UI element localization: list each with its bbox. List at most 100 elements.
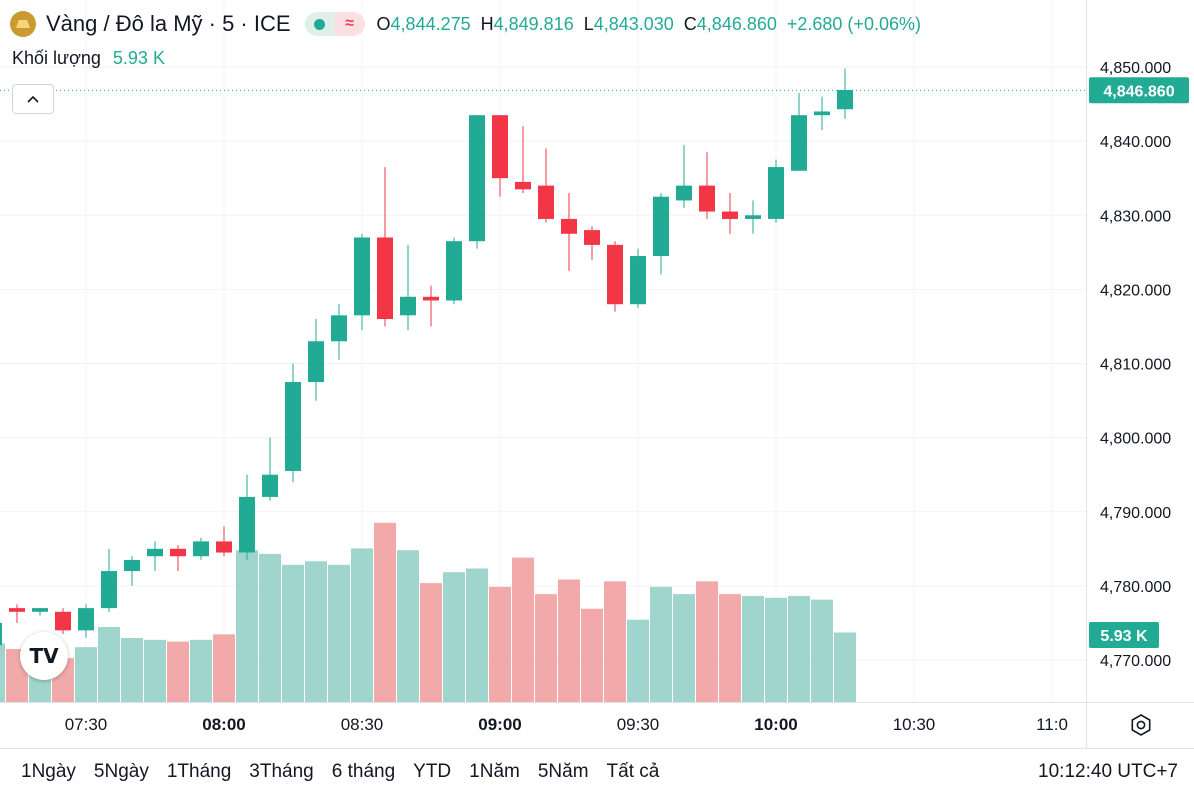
volume-bar <box>788 595 810 702</box>
candle-body <box>791 115 807 171</box>
volume-bar <box>167 641 189 702</box>
price-tick-label: 4,840.000 <box>1100 134 1171 151</box>
chart-grid <box>0 0 1194 748</box>
clock-timezone[interactable]: 10:12:40 UTC+7 <box>1038 761 1178 782</box>
gold-bar-icon[interactable] <box>10 11 36 37</box>
low-label: L <box>583 13 594 34</box>
price-tick-label: 4,820.000 <box>1100 282 1171 299</box>
volume-bar <box>259 553 281 702</box>
price-tick-label: 4,810.000 <box>1100 357 1171 374</box>
volume-legend: Khối lượng 5.93 K <box>12 48 165 69</box>
volume-bar <box>719 594 741 702</box>
volume-bar <box>213 634 235 702</box>
axis-badges: 4,846.860 5.93 K <box>1089 77 1189 648</box>
candle-body <box>147 548 163 557</box>
candle-body <box>630 256 646 305</box>
candle-body <box>814 111 830 116</box>
volume-bar <box>282 564 304 702</box>
candle-body <box>469 115 485 242</box>
volume-bar <box>765 597 787 702</box>
tradingview-logo[interactable]: TV <box>20 632 68 680</box>
time-tick-label: 08:30 <box>341 715 384 734</box>
volume-bar <box>236 550 258 702</box>
volume-bar <box>0 643 5 702</box>
candlestick-chart[interactable]: 4,770.000 4,780.000 4,790.000 4,800.000 4,81… <box>0 0 1194 748</box>
candle-body <box>538 185 554 219</box>
range-option[interactable]: 1Năm <box>469 761 520 782</box>
candle-body <box>699 185 715 212</box>
volume-bar <box>696 581 718 702</box>
volume-bar <box>811 599 833 702</box>
candle-body <box>400 296 416 316</box>
candle-body <box>745 215 761 219</box>
delayed-data-icon[interactable]: ≈ <box>334 12 365 36</box>
volume-bar <box>558 579 580 702</box>
last-price-badge <box>1089 77 1189 104</box>
volume-bar <box>673 594 695 702</box>
time-axis[interactable]: 07:30 08:00 08:30 09:00 09:30 10:00 10:30 11:0 <box>65 715 1068 734</box>
candle-body <box>676 185 692 201</box>
ohlc-values: O4,844.275 H4,849.816 L4,843.030 C4,846.860… <box>377 14 921 35</box>
bottom-toolbar: 1Ngày 5Ngày 1Tháng 3Tháng 6 tháng YTD 1Năm 5Năm… <box>0 748 1194 799</box>
volume-bar <box>627 619 649 702</box>
price-tick-label: 4,850.000 <box>1100 60 1171 77</box>
volume-bar <box>489 586 511 702</box>
volume-bar <box>190 639 212 702</box>
price-axis[interactable]: 4,770.000 4,780.000 4,790.000 4,800.000 4,81… <box>1100 60 1171 670</box>
time-tick-label: 08:00 <box>202 715 245 734</box>
volume-bar <box>466 568 488 702</box>
market-open-dot-icon[interactable] <box>304 12 335 36</box>
candle-body <box>722 211 738 219</box>
time-tick-label: 09:30 <box>617 715 660 734</box>
axis-settings-icon[interactable] <box>1128 712 1154 738</box>
range-option[interactable]: 5Ngày <box>93 761 149 782</box>
range-option[interactable]: 3Tháng <box>249 761 314 782</box>
candle-body <box>492 115 508 179</box>
price-tick-label: 4,800.000 <box>1100 431 1171 448</box>
candle-body <box>239 496 255 553</box>
candle-body <box>285 382 301 471</box>
volume-bar <box>397 550 419 702</box>
candle-body <box>78 608 94 631</box>
price-candles <box>0 68 853 646</box>
high-label: H <box>480 13 494 34</box>
range-option[interactable]: YTD <box>413 761 452 782</box>
candle-body <box>32 608 48 612</box>
volume-bar <box>75 647 97 702</box>
high-value: 4,849.816 <box>493 13 574 34</box>
range-option[interactable]: Tất cả <box>606 761 660 782</box>
volume-value: 5.93 K <box>112 48 165 68</box>
low-value: 4,843.030 <box>593 13 674 34</box>
symbol-title[interactable]: Vàng / Đô la Mỹ · 5 · ICE <box>46 11 291 36</box>
price-tick-label: 4,790.000 <box>1100 505 1171 522</box>
last-price-badge-text: 4,846.860 <box>1103 83 1174 100</box>
volume-bar <box>535 594 557 702</box>
range-option[interactable]: 1Tháng <box>166 761 232 782</box>
chevron-up-icon <box>27 95 39 103</box>
volume-badge <box>1089 622 1159 648</box>
range-option[interactable]: 1Ngày <box>21 761 76 782</box>
candle-body <box>124 559 140 572</box>
range-option[interactable]: 5Năm <box>537 761 589 782</box>
open-label: O <box>376 13 391 34</box>
candle-body <box>377 237 393 320</box>
volume-bar <box>443 572 465 702</box>
candle-body <box>584 230 600 245</box>
candle-body <box>607 244 623 305</box>
collapse-legend-button[interactable] <box>12 84 54 114</box>
volume-bar <box>512 557 534 702</box>
volume-label: Khối lượng <box>12 48 101 68</box>
volume-bar <box>834 632 856 702</box>
candle-body <box>768 167 784 219</box>
range-option[interactable]: 6 tháng <box>331 761 396 782</box>
market-status-pill[interactable]: ≈ <box>304 12 365 36</box>
time-tick-label: 10:30 <box>893 715 936 734</box>
volume-bar <box>98 627 120 702</box>
candle-body <box>216 541 232 553</box>
candle-body <box>354 237 370 316</box>
time-tick-label: 11:0 <box>1036 715 1068 734</box>
volume-bars <box>0 522 856 702</box>
open-value: 4,844.275 <box>390 13 471 34</box>
candle-body <box>446 241 462 301</box>
price-tick-label: 4,770.000 <box>1100 653 1171 670</box>
